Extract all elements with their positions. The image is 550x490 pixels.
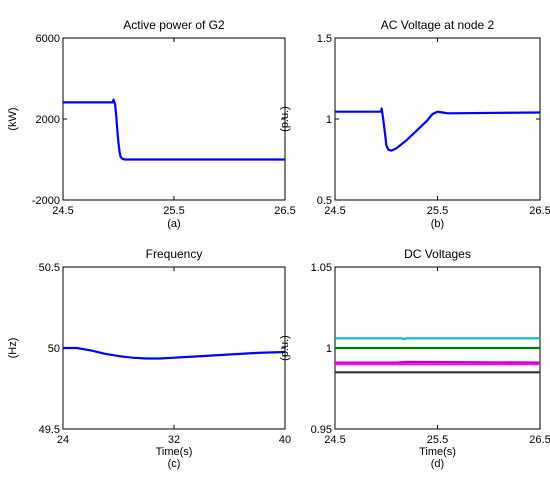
panel-caption: (b) [431,218,444,230]
y-axis-label: (kW) [7,107,19,130]
chart-panel-1: AC Voltage at node 2 0.5 1 1.5 24.5 25.5 26.5 (… [279,18,550,230]
x-tick-label: 25.5 [427,434,448,446]
y-tick-label: 50 [48,343,60,355]
x-tick-label: 32 [168,434,180,446]
x-tick-label: 40 [279,434,291,446]
plot-area [62,266,286,430]
x-tick-label: 25.5 [427,205,448,217]
series-line-0 [63,346,286,360]
y-tick-label: 1.5 [317,33,332,45]
chart-title: Frequency [146,247,203,261]
series-line-0 [63,98,285,161]
y-tick-label: 1 [326,114,332,126]
y-tick-label: 50.5 [39,262,60,274]
x-tick-label: 26.5 [529,434,550,446]
y-tick-label: 49.5 [39,424,60,436]
x-tick-label: 25.5 [163,205,184,217]
x-axis-label: Time(s) [419,446,456,458]
chart-title: DC Voltages [404,247,471,261]
panel-caption: (a) [167,218,180,230]
chart-panel-3: DC Voltages 0.95 1 1.05 24.5 25.5 26.5 (p.u.) Ti… [279,247,550,470]
y-axis-label: (Hz) [7,338,19,359]
y-axis-label: (p.u.) [279,106,291,132]
chart-title: Active power of G2 [123,18,225,32]
plot-area [62,37,286,201]
y-tick-label: 0.95 [311,424,332,436]
plot-area [334,37,541,201]
y-tick-label: 2000 [36,114,60,126]
x-tick-label: 24.5 [52,205,73,217]
y-tick-label: 6000 [36,33,60,45]
x-tick-label: 24.5 [324,205,345,217]
chart-panel-2: Frequency 49.5 50 50.5 24 32 40 (Hz) Time(s)(c) [7,247,291,470]
y-axis-label: (p.u.) [279,335,291,361]
x-tick-label: 26.5 [529,205,550,217]
x-tick-label: 24.5 [324,434,345,446]
y-tick-label: 1 [326,343,332,355]
series-line-2 [335,360,541,364]
series-line-0 [335,337,540,341]
panel-caption: (c) [168,458,181,470]
chart-panel-0: Active power of G2 -2000 2000 6000 24.5 25.5 2… [7,18,296,230]
series-line-0 [335,107,541,152]
panel-caption: (d) [431,458,444,470]
y-tick-label: 1.05 [311,262,332,274]
y-tick-label: 0.5 [317,195,332,207]
x-axis-label: Time(s) [156,446,193,458]
y-tick-label: -2000 [32,195,60,207]
chart-title: AC Voltage at node 2 [381,18,495,32]
x-tick-label: 24 [57,434,69,446]
x-tick-label: 26.5 [274,205,295,217]
